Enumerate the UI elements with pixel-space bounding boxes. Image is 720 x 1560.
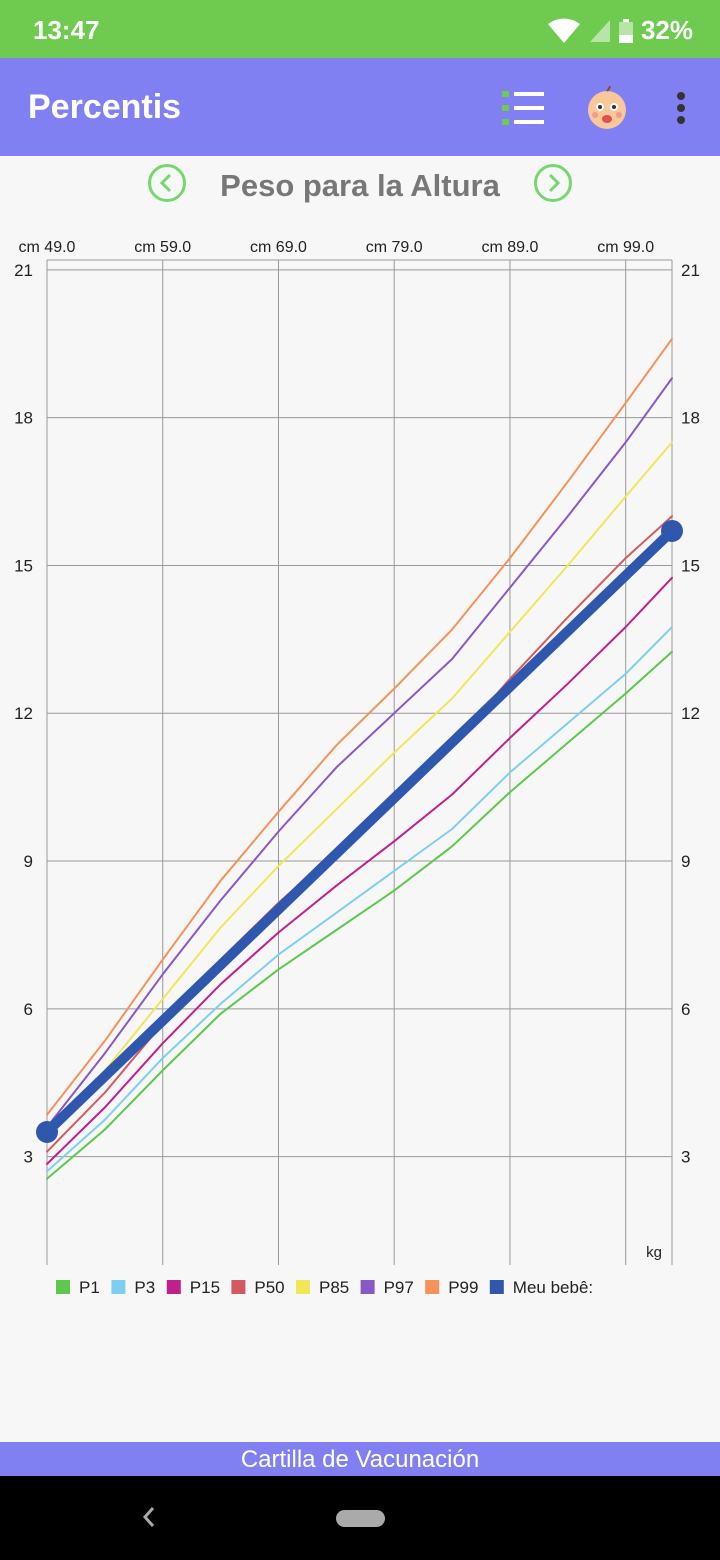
y-unit-label: kg xyxy=(646,1244,662,1261)
legend-label: P85 xyxy=(319,1278,349,1297)
banner-text: Cartilla de Vacunación xyxy=(240,1446,480,1473)
list-icon xyxy=(502,91,544,125)
series-line-p85 xyxy=(46,441,673,1138)
battery-percent: 32% xyxy=(640,15,693,45)
legend-swatch xyxy=(296,1280,310,1294)
baby-data-point xyxy=(36,1120,58,1143)
x-tick-label: cm 49.0 xyxy=(19,239,76,256)
x-tick-label: cm 59.0 xyxy=(134,239,191,256)
y-tick-label-right: 18 xyxy=(681,409,700,428)
y-tick-label-right: 15 xyxy=(681,556,700,575)
y-tick-label-left: 18 xyxy=(14,409,33,428)
series-line-p97 xyxy=(46,377,673,1129)
series-line-p3 xyxy=(46,626,673,1173)
back-icon[interactable] xyxy=(138,1502,158,1532)
x-tick-label: cm 89.0 xyxy=(482,239,539,256)
app-bar: Percentis xyxy=(0,58,720,156)
legend-label: Meu bebê: xyxy=(513,1278,593,1297)
status-bar: 13:47 32% xyxy=(0,0,720,58)
y-tick-label-right: 12 xyxy=(681,704,700,723)
baby-face-icon xyxy=(588,85,626,129)
baby-data-point xyxy=(661,519,683,542)
y-tick-label-left: 6 xyxy=(24,1000,33,1019)
home-button[interactable] xyxy=(336,1510,385,1527)
series-line-p1 xyxy=(46,650,673,1180)
growth-chart: cm 49.0 cm 59.0 cm 69.0 cm 79.0 cm 89.0 cm 99… xyxy=(0,225,720,1315)
chart-svg: cm 49.0 cm 59.0 cm 69.0 cm 79.0 cm 89.0 cm 99… xyxy=(14,239,700,1297)
legend-swatch xyxy=(111,1280,126,1294)
chart-title: Peso para la Altura xyxy=(220,168,500,203)
battery-icon xyxy=(618,18,633,43)
x-tick-label: cm 79.0 xyxy=(366,239,423,256)
y-tick-label-right: 6 xyxy=(681,1000,690,1019)
legend-label: P3 xyxy=(134,1278,155,1297)
y-tick-label-left: 12 xyxy=(14,704,33,723)
app-title: Percentis xyxy=(28,88,182,126)
y-tick-label-left: 21 xyxy=(14,261,33,280)
y-tick-label-right: 9 xyxy=(681,852,690,871)
x-tick-label: cm 69.0 xyxy=(250,239,307,256)
percentile-list-button[interactable] xyxy=(498,88,548,128)
system-nav-bar xyxy=(0,1476,720,1560)
baby-profile-button[interactable] xyxy=(584,85,630,130)
chart-header: Peso para la Altura xyxy=(0,160,720,212)
legend-swatch xyxy=(489,1280,504,1294)
cell-signal-icon xyxy=(589,19,610,42)
series-line-p99 xyxy=(46,337,673,1116)
legend-swatch xyxy=(56,1280,70,1294)
x-tick-label: cm 99.0 xyxy=(597,239,654,256)
chevron-left-icon xyxy=(159,173,172,193)
series-line-meubeb xyxy=(42,526,677,1137)
legend-label: P50 xyxy=(254,1278,284,1297)
next-chart-button[interactable] xyxy=(534,164,572,202)
legend-label: P99 xyxy=(448,1278,478,1297)
wifi-icon xyxy=(547,18,580,43)
y-tick-label-left: 3 xyxy=(24,1148,33,1167)
legend-label: P97 xyxy=(384,1278,414,1297)
legend-swatch xyxy=(231,1280,246,1294)
series-line-p15 xyxy=(46,576,673,1165)
legend-label: P15 xyxy=(190,1278,220,1297)
chevron-right-icon xyxy=(548,173,561,193)
status-time: 13:47 xyxy=(33,15,100,45)
previous-chart-button[interactable] xyxy=(148,164,186,202)
y-tick-label-left: 9 xyxy=(24,852,33,871)
legend-swatch xyxy=(425,1280,440,1294)
legend-swatch xyxy=(166,1280,181,1294)
legend-swatch xyxy=(360,1280,375,1294)
y-tick-label-right: 3 xyxy=(681,1148,690,1167)
y-tick-label-left: 15 xyxy=(14,556,33,575)
y-tick-label-right: 21 xyxy=(681,261,700,280)
vaccination-card-banner[interactable]: Cartilla de Vacunación xyxy=(0,1442,720,1476)
status-icons: 32% xyxy=(547,15,693,46)
more-options-button[interactable] xyxy=(668,90,694,126)
more-vert-icon xyxy=(677,92,685,124)
legend-label: P1 xyxy=(79,1278,100,1297)
